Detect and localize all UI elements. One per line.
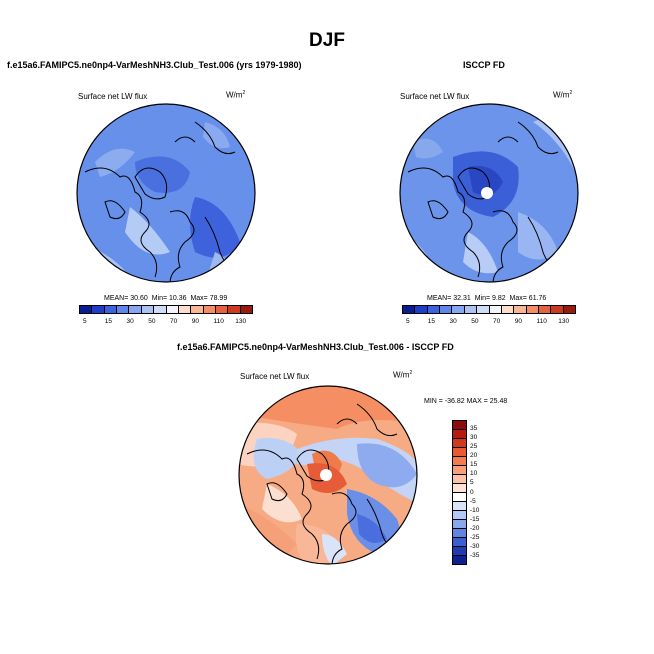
colorbar-swatch: [403, 306, 416, 313]
colorbar-tick-label: 15: [104, 318, 112, 325]
panel-1-title: f.e15a6.FAMIPC5.ne0np4-VarMeshNH3.Club_T…: [7, 60, 302, 70]
colorbar-swatch: [501, 306, 515, 313]
colorbar-swatch: [464, 306, 478, 313]
colorbar-tick-label: 30: [449, 318, 457, 325]
colorbar-tick-label: 130: [235, 318, 247, 325]
colorbar-tick-label: 20: [470, 452, 478, 460]
colorbar-swatch: [452, 306, 465, 313]
colorbar-tick-label: 5: [470, 479, 474, 487]
colorbar-swatch: [141, 306, 155, 313]
colorbar-tick-label: 5: [83, 318, 87, 325]
panel-1-stats: MEAN= 30.60 Min= 10.36 Max= 78.99: [104, 295, 228, 302]
colorbar-swatch: [453, 556, 466, 564]
colorbar-swatch: [240, 306, 253, 313]
colorbar-swatch: [538, 306, 552, 313]
colorbar-swatch: [92, 306, 105, 313]
colorbar-swatch: [228, 306, 241, 313]
colorbar-swatch: [178, 306, 192, 313]
panel-2-pole-hole: [481, 187, 493, 199]
colorbar-swatch: [526, 306, 539, 313]
colorbar-tick-label: -15: [470, 515, 480, 523]
colorbar-swatch: [551, 306, 564, 313]
colorbar-tick-label: -10: [470, 506, 480, 514]
panel-2-colorbar: [402, 305, 576, 314]
panel-1-polar-map: [76, 103, 256, 283]
colorbar-tick-label: -20: [470, 524, 480, 532]
colorbar-swatch: [80, 306, 93, 313]
diff-panel-variable: Surface net LW flux: [240, 372, 310, 381]
colorbar-swatch: [166, 306, 179, 313]
colorbar-tick-label: 30: [470, 434, 478, 442]
colorbar-tick-label: 90: [514, 318, 522, 325]
diff-panel-colorbar: [452, 420, 467, 565]
diff-panel-polar-map: [238, 385, 418, 565]
diff-panel-pole-hole: [320, 469, 332, 481]
panel-2-coastlines: [407, 121, 564, 282]
colorbar-swatch: [563, 306, 576, 313]
panel-2-stats: MEAN= 32.31 Min= 9.82 Max= 61.76: [427, 295, 547, 302]
colorbar-swatch: [453, 529, 466, 538]
colorbar-swatch: [477, 306, 490, 313]
colorbar-swatch: [453, 457, 466, 466]
panel-2-variable: Surface net LW flux: [400, 92, 470, 101]
panel-1-colorbar: [79, 305, 253, 314]
colorbar-tick-label: 50: [471, 318, 479, 325]
colorbar-tick-label: 0: [470, 488, 474, 496]
colorbar-swatch: [453, 502, 466, 511]
panel-2-polar-map: [399, 103, 579, 283]
colorbar-tick-label: 5: [406, 318, 410, 325]
colorbar-tick-label: -35: [470, 551, 480, 559]
colorbar-tick-label: -25: [470, 533, 480, 541]
colorbar-tick-label: 130: [558, 318, 570, 325]
panel-2-units: W/m2: [553, 90, 573, 100]
colorbar-swatch: [453, 538, 466, 547]
colorbar-tick-label: 15: [427, 318, 435, 325]
colorbar-tick-label: 15: [470, 461, 478, 469]
colorbar-tick-label: 25: [470, 443, 478, 451]
colorbar-swatch: [215, 306, 229, 313]
colorbar-swatch: [453, 493, 466, 502]
colorbar-swatch: [203, 306, 216, 313]
colorbar-tick-label: 110: [536, 318, 547, 325]
diff-panel-title: f.e15a6.FAMIPC5.ne0np4-VarMeshNH3.Club_T…: [177, 342, 454, 352]
colorbar-tick-label: 10: [470, 470, 478, 478]
panel-1-coastlines: [84, 121, 241, 282]
panel-1-units: W/m2: [226, 90, 246, 100]
diff-panel-units: W/m2: [393, 370, 413, 380]
figure-title: DJF: [309, 30, 345, 51]
colorbar-tick-label: -5: [470, 497, 476, 505]
panel-1-variable: Surface net LW flux: [78, 92, 148, 101]
colorbar-swatch: [440, 306, 453, 313]
colorbar-swatch: [415, 306, 428, 313]
colorbar-swatch: [453, 475, 466, 484]
colorbar-tick-label: 70: [170, 318, 178, 325]
colorbar-swatch: [117, 306, 130, 313]
colorbar-swatch: [453, 520, 466, 529]
colorbar-swatch: [453, 547, 466, 556]
colorbar-tick-label: 110: [213, 318, 224, 325]
colorbar-swatch: [453, 466, 466, 475]
colorbar-tick-label: 30: [126, 318, 134, 325]
colorbar-swatch: [104, 306, 118, 313]
panel-2-title: ISCCP FD: [463, 60, 505, 70]
colorbar-swatch: [453, 430, 466, 439]
colorbar-swatch: [453, 439, 466, 448]
colorbar-swatch: [129, 306, 142, 313]
colorbar-swatch: [514, 306, 527, 313]
colorbar-swatch: [489, 306, 502, 313]
colorbar-swatch: [453, 448, 466, 457]
colorbar-tick-label: 70: [493, 318, 501, 325]
colorbar-tick-label: -30: [470, 542, 480, 550]
colorbar-swatch: [453, 484, 466, 493]
colorbar-swatch: [453, 421, 466, 430]
colorbar-tick-label: 90: [191, 318, 199, 325]
colorbar-tick-label: 50: [148, 318, 156, 325]
diff-panel-field-patches: [239, 386, 417, 564]
colorbar-tick-label: 35: [470, 425, 478, 433]
colorbar-swatch: [427, 306, 441, 313]
diff-panel-minmax: MIN = -36.82 MAX = 25.48: [424, 398, 508, 405]
colorbar-swatch: [191, 306, 204, 313]
colorbar-swatch: [453, 511, 466, 520]
colorbar-swatch: [154, 306, 167, 313]
